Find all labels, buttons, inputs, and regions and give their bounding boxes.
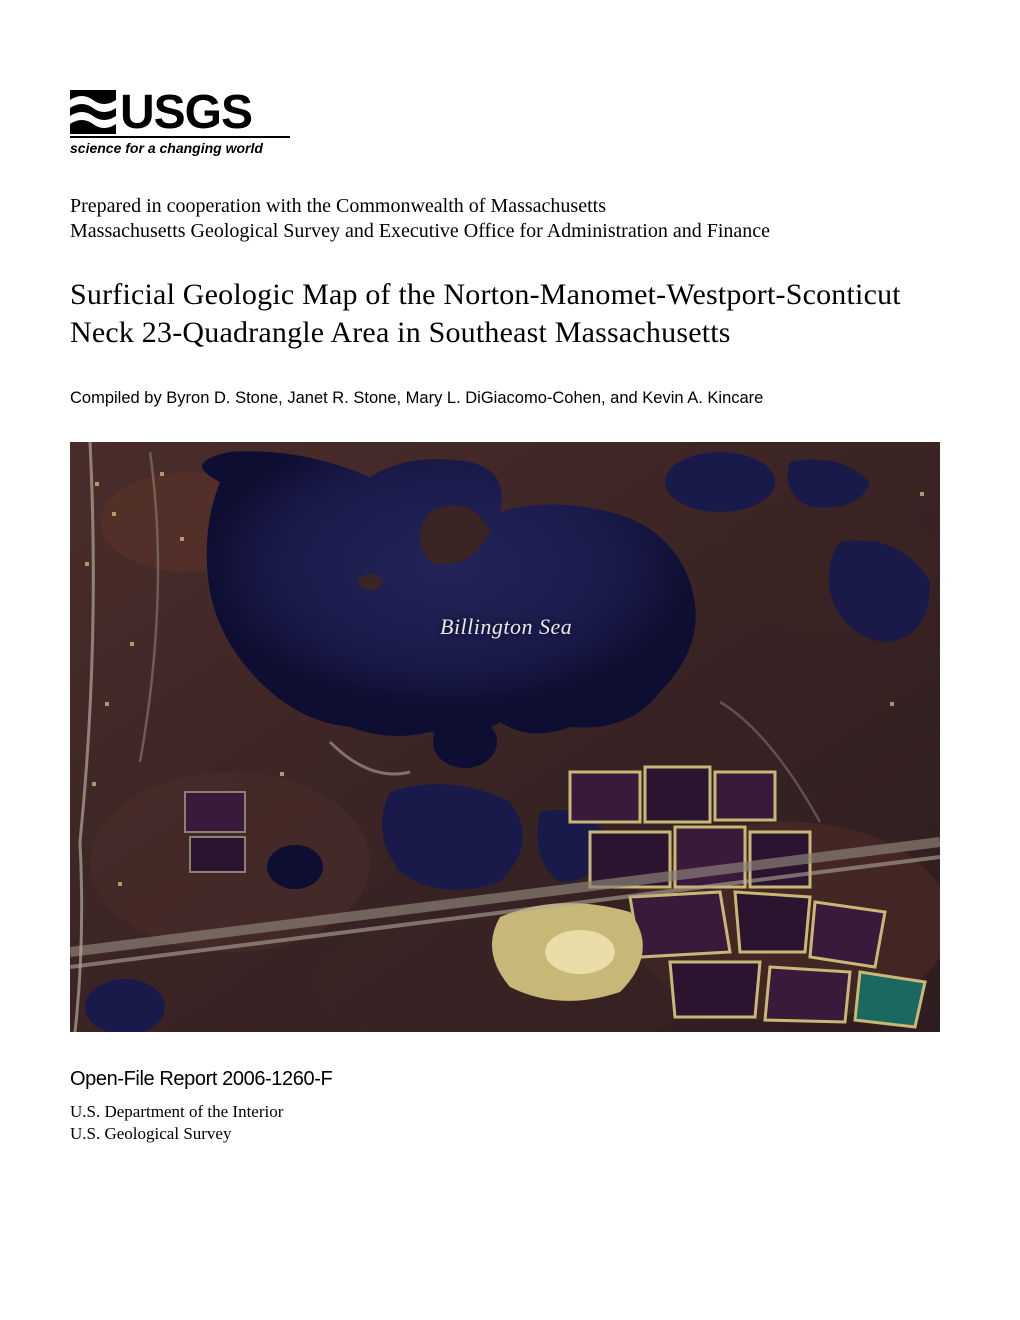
report-id: Open-File Report 2006-1260-F (70, 1068, 950, 1091)
authors-line: Compiled by Byron D. Stone, Janet R. Sto… (70, 389, 950, 408)
aerial-image: Billington Sea (70, 442, 940, 1032)
document-page: USGS science for a changing world Prepar… (0, 0, 1020, 1195)
logo-acronym: USGS (120, 91, 252, 134)
usgs-wave-icon (70, 90, 116, 134)
department-block: U.S. Department of the Interior U.S. Geo… (70, 1101, 950, 1145)
aerial-label: Billington Sea (440, 614, 572, 640)
dept-line1: U.S. Department of the Interior (70, 1102, 283, 1121)
coop-line1: Prepared in cooperation with the Commonw… (70, 195, 606, 217)
usgs-logo: USGS science for a changing world (70, 90, 290, 156)
dept-line2: U.S. Geological Survey (70, 1124, 231, 1143)
coop-line2: Massachusetts Geological Survey and Exec… (70, 220, 770, 242)
cooperation-statement: Prepared in cooperation with the Commonw… (70, 194, 950, 244)
logo-tagline: science for a changing world (70, 136, 290, 156)
document-title: Surficial Geologic Map of the Norton-Man… (70, 276, 950, 353)
logo-top-row: USGS (70, 90, 290, 134)
